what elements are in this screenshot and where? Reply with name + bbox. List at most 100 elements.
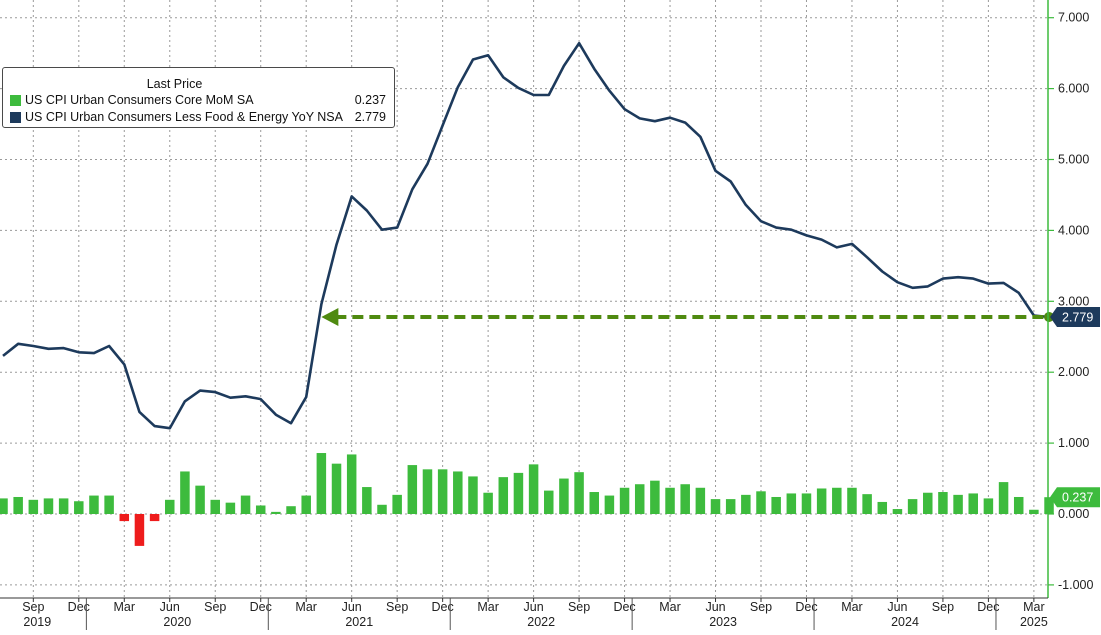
- bar: [650, 480, 660, 514]
- legend-swatch-navy: [10, 112, 21, 123]
- bar: [210, 499, 220, 514]
- line-series-core-yoy: [2, 41, 1050, 430]
- x-tick-label: Jun: [342, 600, 362, 614]
- legend-label: US CPI Urban Consumers Less Food & Energ…: [25, 110, 343, 124]
- bar: [786, 493, 797, 514]
- x-tick-label: Sep: [568, 600, 590, 614]
- x-year-label: 2023: [709, 615, 737, 629]
- bar: [286, 506, 296, 514]
- bar: [28, 499, 39, 514]
- bar: [89, 495, 99, 514]
- bar: [680, 484, 690, 514]
- bar: [559, 478, 569, 514]
- bar: [513, 472, 524, 514]
- bar: [195, 485, 205, 514]
- bar: [74, 501, 84, 514]
- x-tick-label: Mar: [659, 600, 681, 614]
- bar: [877, 501, 888, 514]
- bar: [695, 487, 706, 514]
- x-year-label: 2021: [345, 615, 373, 629]
- bar: [771, 496, 781, 514]
- bar: [589, 492, 599, 514]
- y-tick-label: 7.000: [1058, 11, 1089, 25]
- bar: [983, 498, 994, 514]
- x-tick-label: Jun: [160, 600, 180, 614]
- legend: Last Price US CPI Urban Consumers Core M…: [2, 67, 395, 128]
- bar: [13, 496, 23, 514]
- bar: [710, 499, 721, 514]
- last-value-label-yoy: 2.779: [1062, 310, 1093, 324]
- bar: [725, 499, 736, 514]
- x-tick-label: Jun: [705, 600, 725, 614]
- legend-item-core-mom: US CPI Urban Consumers Core MoM SA 0.237: [3, 92, 394, 109]
- legend-item-core-yoy: US CPI Urban Consumers Less Food & Energ…: [3, 109, 394, 126]
- x-tick-label: Mar: [1023, 600, 1045, 614]
- bar: [816, 488, 827, 514]
- bar: [801, 493, 812, 514]
- bar: [422, 469, 433, 514]
- bar: [316, 453, 327, 514]
- last-value-label-mom: 0.237: [1062, 491, 1093, 505]
- x-tick-label: Mar: [114, 600, 136, 614]
- x-tick-label: Sep: [204, 600, 226, 614]
- bar: [407, 465, 418, 514]
- bar: [756, 491, 766, 514]
- bar: [498, 477, 509, 514]
- bar: [392, 494, 402, 514]
- bar: [255, 505, 266, 514]
- x-year-label: 2024: [891, 615, 919, 629]
- bar: [968, 493, 978, 514]
- bar: [377, 504, 387, 514]
- x-tick-label: Sep: [386, 600, 408, 614]
- bar: [1013, 496, 1024, 514]
- x-tick-label: Dec: [613, 600, 635, 614]
- x-year-label: 2020: [163, 615, 191, 629]
- bar-layer: [0, 453, 1054, 546]
- y-tick-label: -1.000: [1058, 578, 1093, 592]
- legend-swatch-green: [10, 95, 21, 106]
- x-tick-label: Dec: [977, 600, 999, 614]
- y-tick-label: 5.000: [1058, 153, 1089, 167]
- x-tick-label: Mar: [295, 600, 317, 614]
- bar: [847, 487, 857, 514]
- y-tick-label: 0.000: [1058, 507, 1089, 521]
- x-tick-label: Dec: [250, 600, 272, 614]
- bar: [301, 495, 311, 514]
- x-year-label: 2025: [1020, 615, 1048, 629]
- bar: [331, 463, 342, 514]
- bar: [149, 514, 160, 522]
- bar: [225, 502, 236, 514]
- bar: [180, 471, 190, 514]
- bar: [453, 471, 463, 514]
- bar: [544, 490, 554, 514]
- annotation-arrowhead: [321, 307, 339, 326]
- line-layer: [2, 41, 1050, 430]
- annotation-layer: [321, 307, 1055, 326]
- x-tick-label: Mar: [841, 600, 863, 614]
- bar: [1044, 497, 1054, 514]
- bar: [923, 492, 933, 514]
- bar: [741, 494, 751, 514]
- bar: [938, 492, 948, 514]
- y-tick-label: 2.000: [1058, 365, 1089, 379]
- x-tick-label: Dec: [432, 600, 454, 614]
- bar: [832, 487, 842, 514]
- bar: [1029, 509, 1039, 514]
- legend-label: US CPI Urban Consumers Core MoM SA: [25, 93, 254, 107]
- last-value-label-yoy-box: [1050, 306, 1100, 327]
- x-tick-label: Mar: [477, 600, 499, 614]
- x-tick-label: Dec: [68, 600, 90, 614]
- bar: [665, 487, 675, 514]
- bar: [58, 498, 69, 514]
- bar: [240, 495, 251, 514]
- y-tick-label: 6.000: [1058, 82, 1089, 96]
- bar: [953, 494, 963, 514]
- bar: [134, 514, 145, 546]
- x-year-label: 2022: [527, 615, 555, 629]
- bar: [437, 469, 448, 514]
- bar: [862, 494, 872, 514]
- last-value-label-mom-box: [1050, 487, 1100, 508]
